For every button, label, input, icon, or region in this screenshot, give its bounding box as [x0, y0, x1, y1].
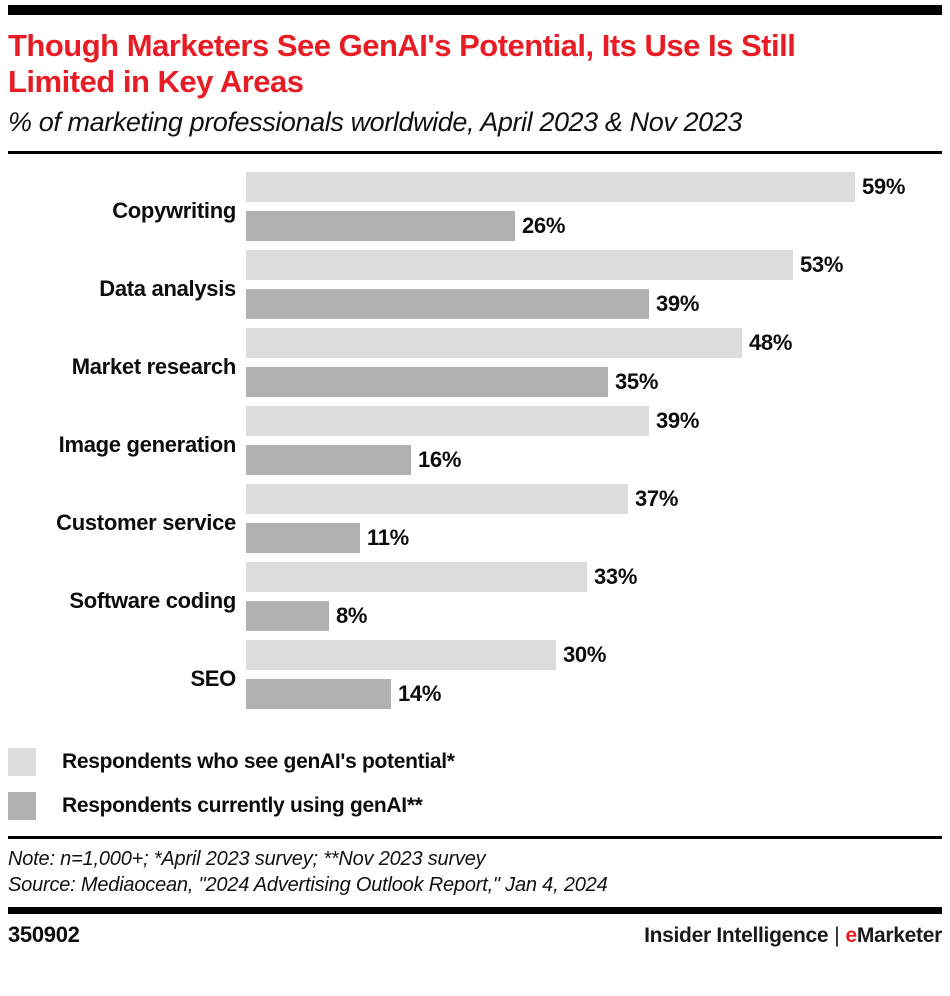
- potential-bar: [246, 249, 793, 280]
- bar-chart: Copywriting 59% 26% Data analysis 53% 39% Mark…: [8, 171, 942, 718]
- bar-line: 26%: [246, 210, 942, 241]
- value-label: 39%: [656, 290, 700, 316]
- using-bar: [246, 522, 360, 553]
- legend-label-using: Respondents currently using genAI**: [62, 793, 423, 817]
- bar-line: 48%: [246, 327, 942, 358]
- potential-bar: [246, 171, 855, 202]
- category-label: Copywriting: [112, 197, 236, 223]
- value-label: 35%: [615, 368, 659, 394]
- category-label: Market research: [71, 353, 237, 379]
- potential-bar: [246, 561, 587, 592]
- top-bar: [8, 5, 942, 15]
- potential-bar: [246, 327, 742, 358]
- row-bars: 59% 26%: [246, 171, 942, 250]
- potential-bar: [246, 405, 649, 436]
- using-bar: [246, 288, 649, 319]
- value-label: 39%: [656, 407, 700, 433]
- bar-line: 39%: [246, 288, 942, 319]
- bar-line: 39%: [246, 405, 942, 436]
- brand-e: e: [845, 923, 857, 947]
- bar-line: 8%: [246, 600, 942, 631]
- category-label: Software coding: [69, 587, 236, 613]
- legend-swatch-using: [8, 791, 36, 820]
- using-bar: [246, 210, 515, 241]
- using-bar: [246, 444, 411, 475]
- brand-marketer: Marketer: [856, 923, 942, 947]
- source-line: Source: Mediaocean, "2024 Advertising Ou…: [8, 873, 608, 896]
- value-label: 53%: [800, 251, 844, 277]
- chart-row: Image generation 39% 16%: [8, 405, 942, 484]
- value-label: 59%: [862, 173, 906, 199]
- using-bar: [246, 678, 391, 709]
- bar-line: 59%: [246, 171, 942, 202]
- value-label: 33%: [594, 563, 638, 589]
- bar-line: 16%: [246, 444, 942, 475]
- brand-lockup: Insider Intelligence | eMarketer: [644, 924, 942, 948]
- row-bars: 37% 11%: [246, 483, 942, 562]
- bar-line: 53%: [246, 249, 942, 280]
- page-title: Though Marketers See GenAI's Potential, …: [8, 28, 796, 99]
- note-line: Note: n=1,000+; *April 2023 survey; **No…: [8, 847, 486, 870]
- value-label: 48%: [749, 329, 793, 355]
- brand-separator: |: [834, 923, 840, 947]
- category-label: SEO: [190, 665, 236, 691]
- legend-label-potential: Respondents who see genAI's potential*: [62, 749, 455, 773]
- row-bars: 30% 14%: [246, 639, 942, 718]
- row-bars: 53% 39%: [246, 249, 942, 328]
- legend-item-potential: Respondents who see genAI's potential*: [8, 747, 942, 776]
- legend-swatch-potential: [8, 747, 36, 776]
- chart-row: Software coding 33% 8%: [8, 561, 942, 640]
- value-label: 11%: [367, 524, 409, 550]
- chart-row: SEO 30% 14%: [8, 639, 942, 718]
- bar-line: 11%: [246, 522, 942, 553]
- bar-line: 33%: [246, 561, 942, 592]
- row-bars: 39% 16%: [246, 405, 942, 484]
- chart-id: 350902: [8, 921, 80, 947]
- legend-item-using: Respondents currently using genAI**: [8, 791, 942, 820]
- bar-line: 35%: [246, 366, 942, 397]
- using-bar: [246, 600, 329, 631]
- chart-row: Data analysis 53% 39%: [8, 249, 942, 328]
- value-label: 16%: [418, 446, 462, 472]
- notes-divider: [8, 835, 942, 839]
- chart-row: Market research 48% 35%: [8, 327, 942, 406]
- category-label: Image generation: [58, 431, 237, 457]
- bar-line: 14%: [246, 678, 942, 709]
- page-subtitle: % of marketing professionals worldwide, …: [8, 106, 742, 137]
- potential-bar: [246, 483, 628, 514]
- header-divider: [8, 150, 942, 154]
- legend: Respondents who see genAI's potential* R…: [8, 747, 942, 820]
- footer-divider: [8, 906, 942, 914]
- value-label: 8%: [336, 602, 368, 628]
- value-label: 14%: [398, 680, 442, 706]
- bar-line: 30%: [246, 639, 942, 670]
- header: Though Marketers See GenAI's Potential, …: [8, 28, 942, 138]
- category-label: Customer service: [56, 509, 236, 535]
- using-bar: [246, 366, 608, 397]
- footer: 350902 Insider Intelligence | eMarketer: [8, 922, 942, 948]
- row-bars: 33% 8%: [246, 561, 942, 640]
- chart-row: Customer service 37% 11%: [8, 483, 942, 562]
- row-bars: 48% 35%: [246, 327, 942, 406]
- bar-line: 37%: [246, 483, 942, 514]
- value-label: 26%: [522, 212, 566, 238]
- notes: Note: n=1,000+; *April 2023 survey; **No…: [8, 846, 942, 898]
- brand-insider-intelligence: Insider Intelligence: [644, 923, 829, 947]
- value-label: 37%: [635, 485, 679, 511]
- category-label: Data analysis: [99, 275, 236, 301]
- chart-row: Copywriting 59% 26%: [8, 171, 942, 250]
- value-label: 30%: [563, 641, 607, 667]
- potential-bar: [246, 639, 556, 670]
